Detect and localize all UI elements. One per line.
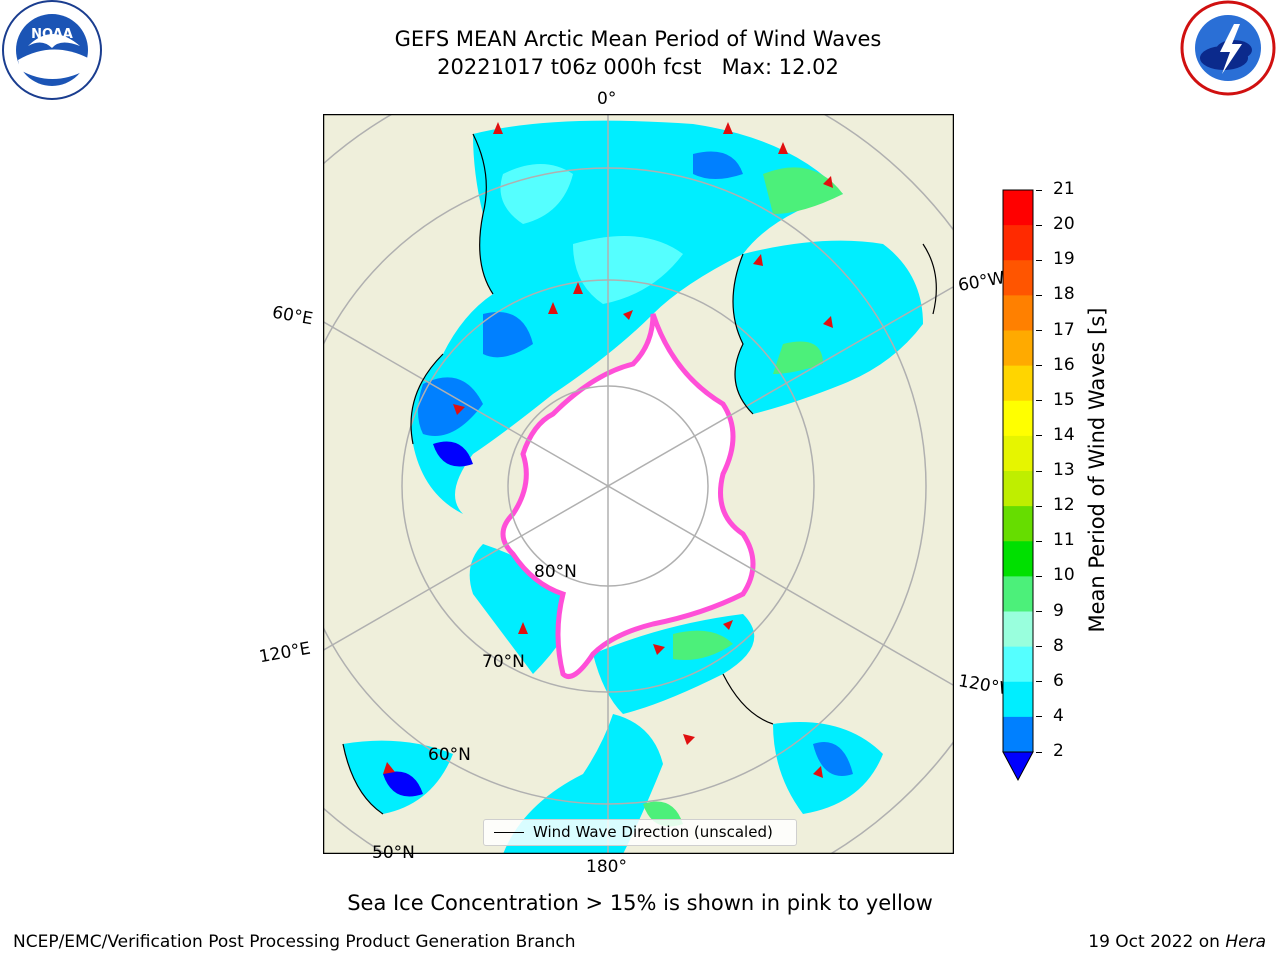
colorbar-tick-mark: [1036, 540, 1042, 542]
colorbar-tick-label: 19: [1053, 249, 1075, 270]
lon-label-180: 180°: [586, 857, 627, 877]
wave-period-field: [343, 120, 923, 854]
colorbar-segment: [1003, 611, 1033, 648]
map-legend: Wind Wave Direction (unscaled): [483, 819, 797, 846]
colorbar-label: Mean Period of Wind Waves [s]: [1085, 307, 1109, 633]
chart-subtitle: 20221017 t06z 000h fcst Max: 12.02: [437, 55, 839, 79]
colorbar-segment: [1003, 716, 1033, 753]
lon-label-60e: 60°E: [270, 302, 315, 330]
colorbar-tick-label: 11: [1053, 530, 1075, 551]
colorbar: [1002, 189, 1034, 782]
colorbar-tick-label: 15: [1053, 389, 1075, 410]
lat-label-70n: 70°N: [482, 652, 525, 672]
colorbar-tick-mark: [1036, 259, 1042, 261]
colorbar-tick-mark: [1036, 470, 1042, 472]
colorbar-segment: [1003, 576, 1033, 612]
noaa-logo-text: NOAA: [31, 27, 73, 42]
colorbar-tick-label: 10: [1053, 565, 1075, 586]
footer-host: Hera: [1225, 932, 1266, 952]
footer-date-text: 19 Oct 2022 on: [1088, 932, 1226, 952]
colorbar-tick-label: 12: [1053, 495, 1075, 516]
colorbar-segment: [1003, 400, 1033, 437]
sea-ice-note: Sea Ice Concentration > 15% is shown in …: [347, 891, 933, 915]
colorbar-segment: [1003, 225, 1033, 261]
colorbar-segment: [1003, 435, 1033, 472]
colorbar-segment: [1003, 190, 1033, 226]
colorbar-tick-label: 20: [1053, 214, 1075, 235]
colorbar-tick-label: 21: [1053, 179, 1075, 199]
colorbar-tick-label: 18: [1053, 284, 1075, 305]
sea-ice-pack: [500, 313, 756, 679]
colorbar-tick-mark: [1036, 189, 1042, 191]
colorbar-tick-mark: [1036, 505, 1042, 507]
colorbar-tick-mark: [1036, 575, 1042, 577]
colorbar-tick-label: 17: [1053, 319, 1075, 340]
colorbar-segment: [1003, 506, 1033, 542]
lon-label-0: 0°: [597, 89, 617, 109]
colorbar-tick-label: 16: [1053, 354, 1075, 375]
colorbar-tick-mark: [1036, 751, 1042, 753]
colorbar-tick-mark: [1036, 681, 1042, 683]
lat-label-60n: 60°N: [428, 745, 471, 765]
lon-label-120e: 120°E: [257, 638, 313, 668]
legend-label: Wind Wave Direction (unscaled): [533, 823, 773, 841]
colorbar-tick-mark: [1036, 611, 1042, 612]
colorbar-tick-label: 9: [1053, 600, 1064, 621]
graticule: [323, 114, 954, 854]
colorbar-tick-mark: [1036, 365, 1042, 367]
colorbar-tick-mark: [1036, 400, 1042, 402]
colorbar-tick-mark: [1036, 224, 1042, 226]
colorbar-outline: [1002, 189, 1034, 753]
colorbar-tick-mark: [1036, 330, 1042, 331]
colorbar-tick-mark: [1036, 435, 1042, 437]
noaa-logo: NOAA: [2, 0, 102, 100]
colorbar-tick-label: 8: [1053, 635, 1064, 656]
colorbar-tick-mark: [1036, 646, 1042, 648]
colorbar-tick-label: 13: [1053, 460, 1075, 480]
colorbar-tick-label: 14: [1053, 424, 1075, 445]
lon-label-60w: 60°W: [956, 268, 1007, 296]
colorbar-segment: [1003, 330, 1033, 367]
colorbar-tick-label: 6: [1053, 670, 1064, 691]
lat-label-80n: 80°N: [534, 562, 577, 582]
colorbar-segment: [1003, 646, 1033, 683]
chart-title: GEFS MEAN Arctic Mean Period of Wind Wav…: [394, 27, 882, 51]
coastlines: [342, 133, 937, 815]
colorbar-segment: [1003, 365, 1033, 402]
colorbar-segment: [1003, 681, 1033, 718]
colorbar-tick-mark: [1036, 294, 1042, 296]
colorbar-segment: [1003, 541, 1033, 577]
legend-line: [494, 832, 524, 833]
colorbar-tick-label: 4: [1053, 705, 1064, 726]
colorbar-tick-mark: [1036, 716, 1042, 718]
nws-logo: [1180, 0, 1276, 96]
colorbar-segment: [1003, 260, 1033, 296]
arctic-map: [323, 114, 954, 854]
footer-date: 19 Oct 2022 on Hera: [1088, 932, 1266, 952]
colorbar-segment: [1003, 295, 1033, 331]
colorbar-segment: [1003, 471, 1033, 507]
lat-label-50n: 50°N: [372, 843, 415, 863]
footer-credit: NCEP/EMC/Verification Post Processing Pr…: [13, 932, 576, 952]
wind-wave-arrows: [383, 122, 833, 778]
colorbar-extend: [1002, 751, 1034, 782]
colorbar-tick-label: 2: [1053, 741, 1064, 761]
